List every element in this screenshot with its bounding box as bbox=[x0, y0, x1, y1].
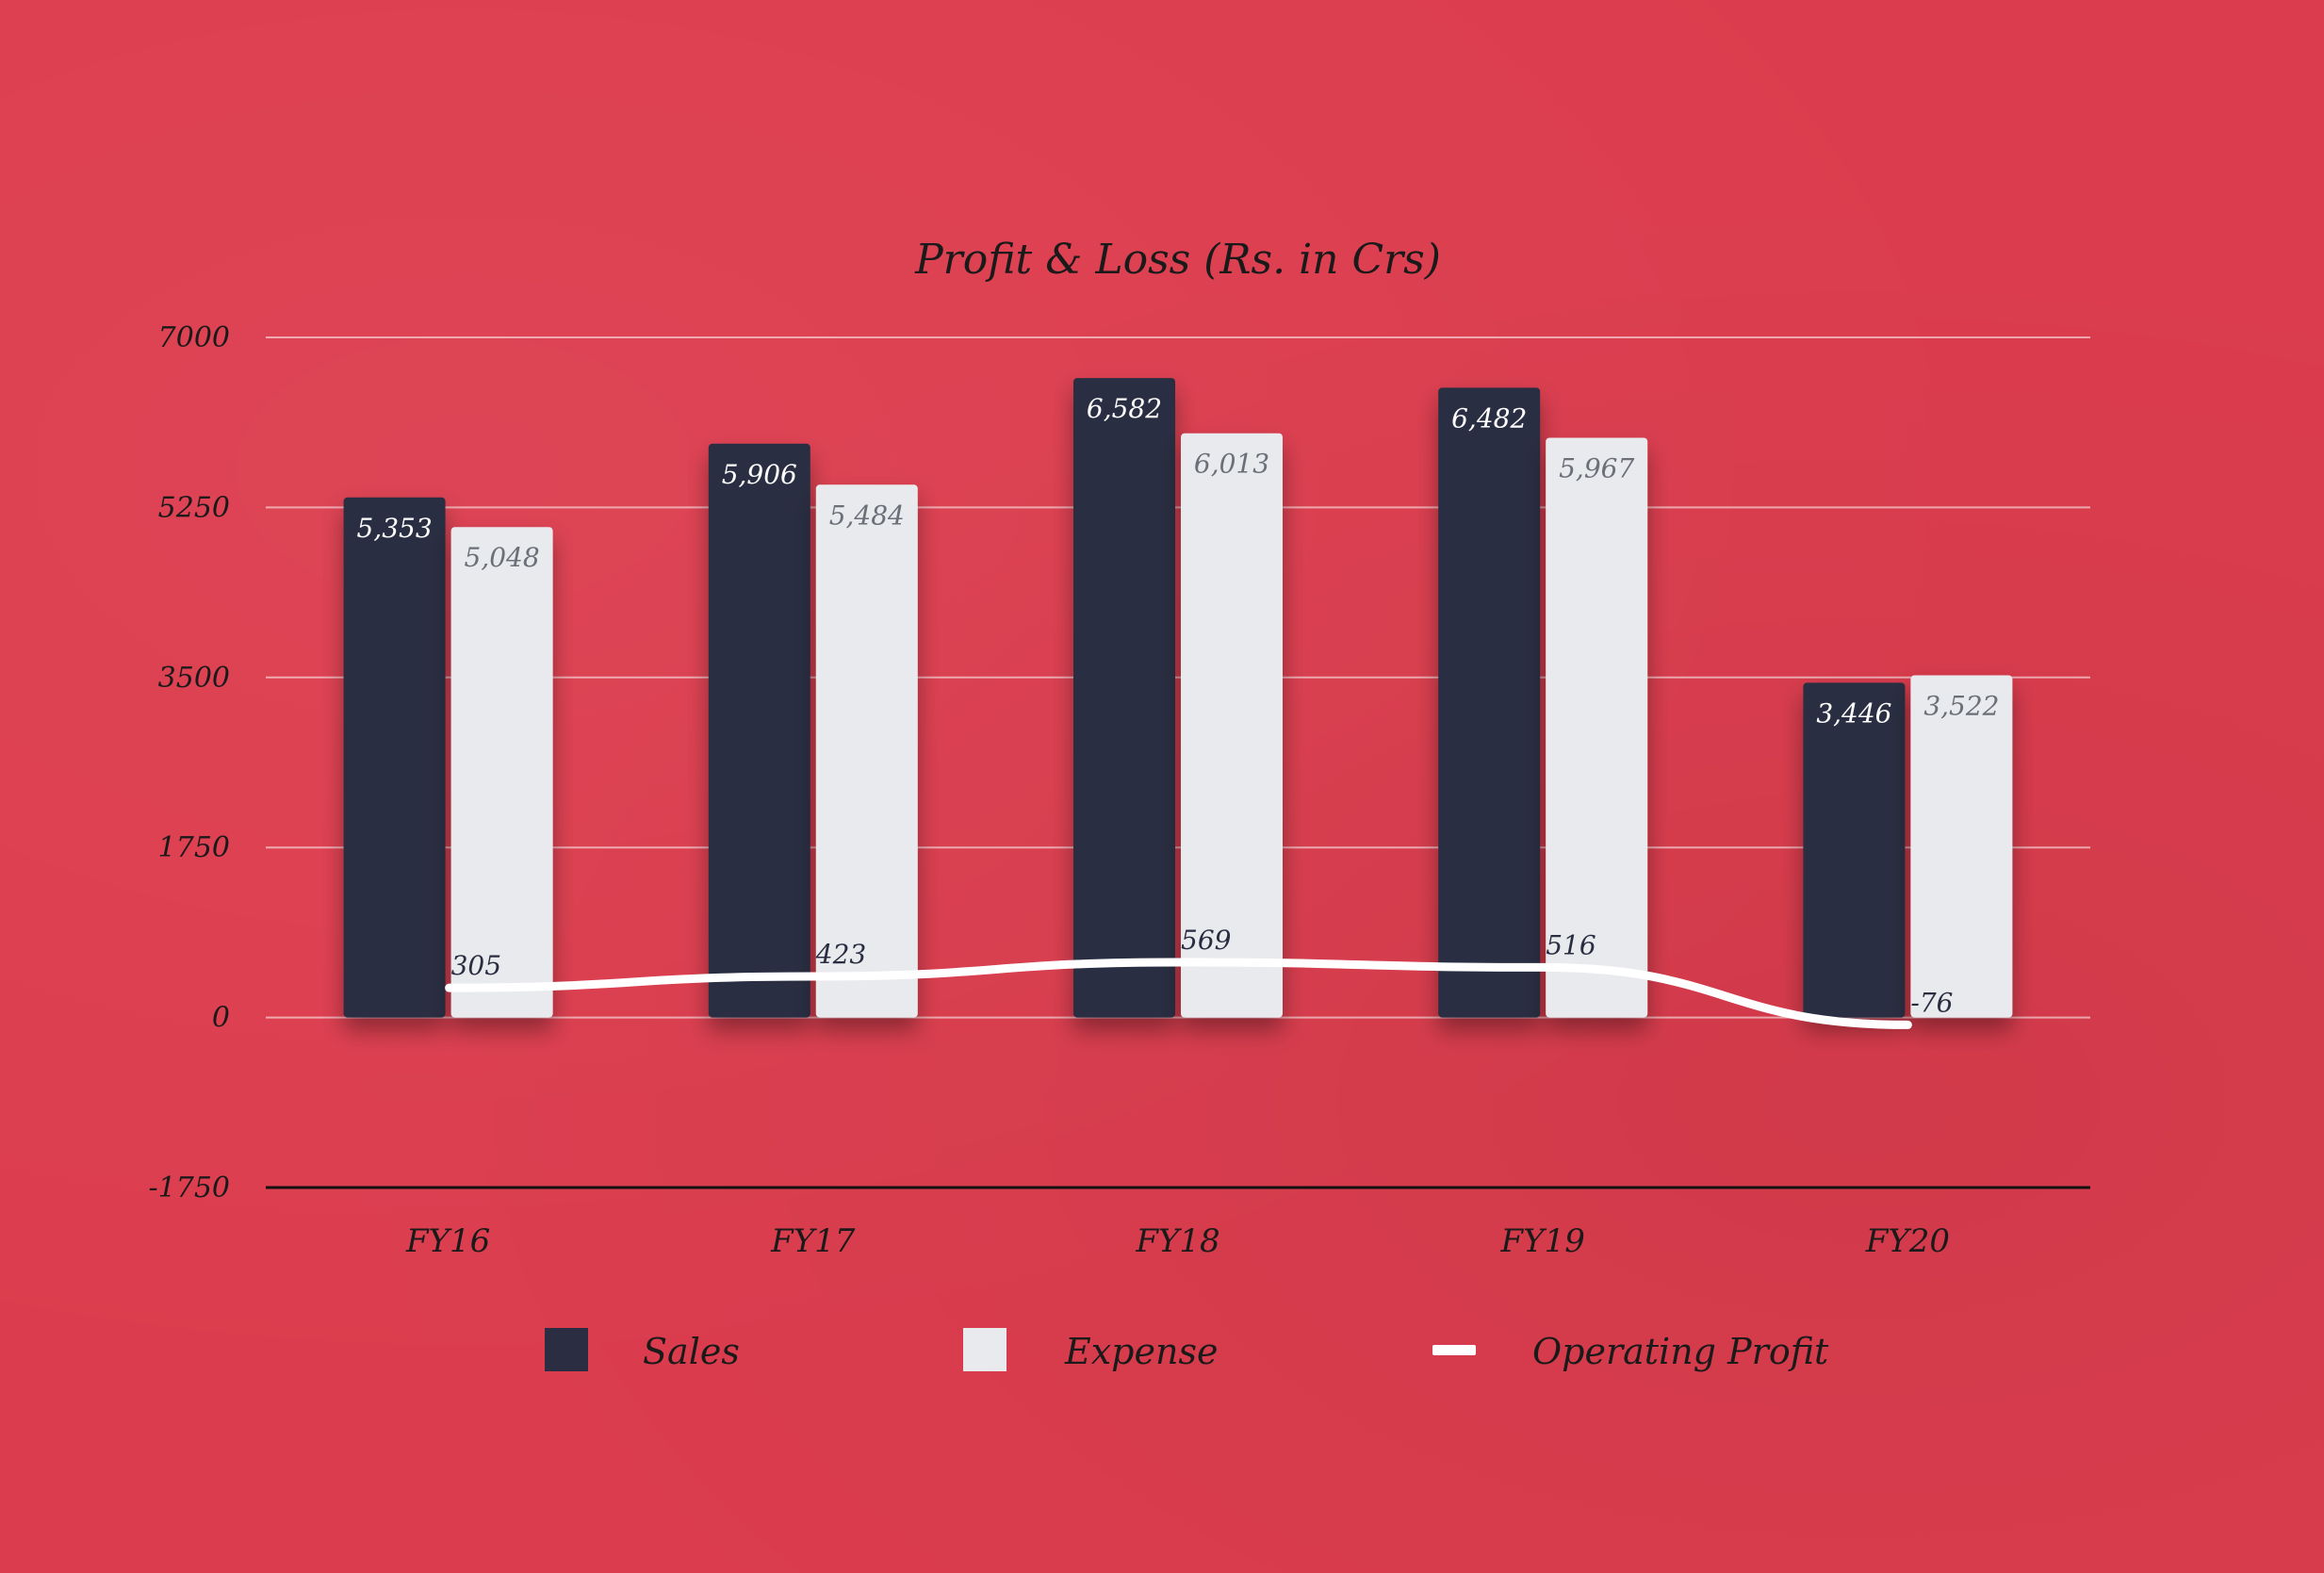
y-tick-label: 5250 bbox=[158, 491, 230, 524]
y-axis-ticks: 7000 5250 3500 1750 0 -1750 bbox=[149, 321, 230, 1204]
bar-expense bbox=[1546, 437, 1648, 1018]
x-category-label: FY16 bbox=[405, 1222, 490, 1260]
bar-sales bbox=[1438, 387, 1541, 1018]
legend: Sales Expense Operating Profit bbox=[545, 1328, 1829, 1372]
y-tick-label: 3500 bbox=[158, 662, 230, 695]
data-labels: 5,353 5,048 305 5,906 5,484 423 6,582 6,013 569 6… bbox=[357, 393, 2000, 1018]
bar-sales bbox=[343, 497, 446, 1018]
bar-expense bbox=[1181, 433, 1283, 1018]
x-category-label: FY20 bbox=[1865, 1222, 1950, 1260]
gridlines bbox=[266, 336, 2090, 1189]
data-label-sales: 5,906 bbox=[722, 459, 797, 490]
x-axis-categories: FY16 FY17 FY18 FY19 FY20 bbox=[405, 1222, 1950, 1260]
bars bbox=[343, 378, 2013, 1018]
legend-label-operating-profit: Operating Profit bbox=[1532, 1331, 1829, 1372]
legend-swatch-expense bbox=[963, 1328, 1007, 1371]
operating-profit-line bbox=[445, 958, 1912, 1029]
data-label-sales: 3,446 bbox=[1816, 697, 1891, 729]
bar-sales bbox=[708, 443, 810, 1018]
bar-expense bbox=[815, 484, 918, 1018]
x-category-label: FY18 bbox=[1135, 1222, 1219, 1260]
x-category-label: FY17 bbox=[770, 1222, 856, 1260]
y-tick-label: 1750 bbox=[158, 831, 230, 864]
data-label-sales: 6,582 bbox=[1087, 393, 1162, 424]
legend-swatch-sales bbox=[545, 1328, 588, 1371]
data-label-operating-profit: -76 bbox=[1910, 987, 1953, 1018]
data-label-sales: 6,482 bbox=[1451, 402, 1527, 434]
y-tick-label: 0 bbox=[212, 1002, 230, 1035]
data-label-expense: 5,484 bbox=[829, 500, 905, 531]
line-operating-profit bbox=[445, 958, 1912, 1029]
x-category-label: FY19 bbox=[1500, 1222, 1585, 1260]
legend-swatch-operating-profit bbox=[1432, 1345, 1476, 1355]
bar-expense bbox=[1910, 675, 2013, 1018]
data-label-expense: 5,048 bbox=[465, 542, 540, 573]
data-label-operating-profit: 516 bbox=[1546, 929, 1596, 960]
data-label-operating-profit: 305 bbox=[451, 950, 501, 981]
legend-label-sales: Sales bbox=[643, 1331, 740, 1372]
data-label-expense: 5,967 bbox=[1559, 452, 1634, 483]
bar-expense bbox=[450, 527, 553, 1018]
data-label-expense: 3,522 bbox=[1923, 691, 1999, 722]
data-label-operating-profit: 423 bbox=[815, 939, 866, 970]
data-label-expense: 6,013 bbox=[1194, 449, 1269, 480]
data-label-operating-profit: 569 bbox=[1181, 925, 1231, 956]
legend-label-expense: Expense bbox=[1064, 1331, 1218, 1372]
data-label-sales: 5,353 bbox=[357, 513, 433, 544]
chart-title: Profit & Loss (Rs. in Crs) bbox=[914, 236, 1441, 284]
bar-sales bbox=[1803, 682, 1906, 1018]
bar-sales bbox=[1073, 378, 1175, 1018]
y-tick-label: -1750 bbox=[149, 1172, 230, 1204]
y-tick-label: 7000 bbox=[158, 321, 230, 354]
